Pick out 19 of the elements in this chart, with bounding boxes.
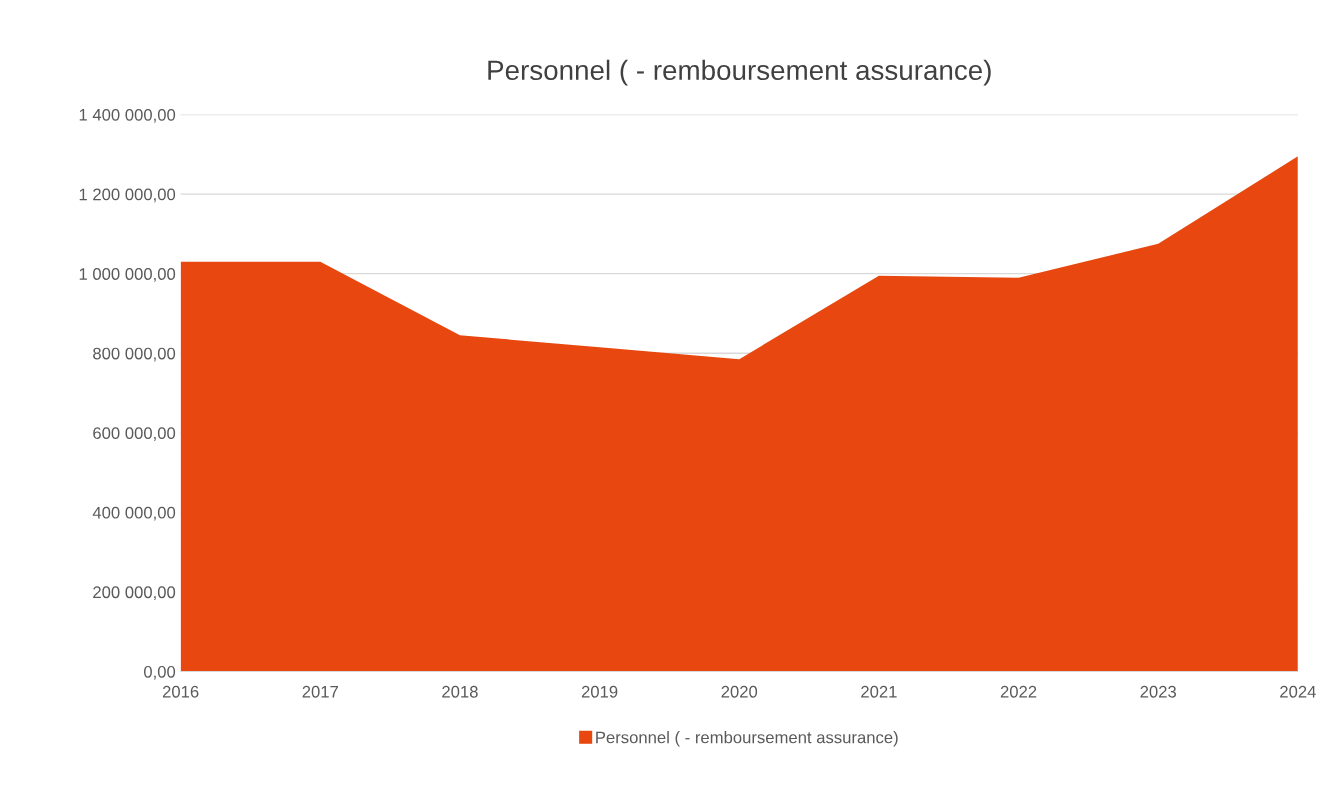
x-tick-label: 2021: [861, 685, 897, 698]
chart-title: Personnel ( - remboursement assurance): [488, 59, 991, 86]
x-tick-label: 2023: [1140, 685, 1177, 698]
x-tick-label: 2018: [442, 685, 478, 698]
x-tick-label: 2019: [581, 685, 618, 698]
y-tick-label: 0,00: [143, 665, 176, 680]
x-tick-label: 2017: [302, 685, 338, 698]
x-tick-label: 2020: [721, 685, 758, 698]
y-tick-label: 600 000,00: [93, 427, 176, 441]
x-tick-label: 2016: [162, 685, 199, 698]
y-tick-label: 200 000,00: [93, 586, 176, 601]
y-tick-label: 400 000,00: [92, 506, 176, 521]
x-tick-label: 2022: [1000, 685, 1037, 698]
y-tick-label: 1 200 000,00: [79, 188, 176, 203]
y-tick-label: 1 400 000,00: [79, 108, 176, 123]
legend-label: Personnel ( - remboursement assurance): [596, 731, 898, 747]
x-tick-label: 2024: [1280, 685, 1316, 698]
y-tick-label: 800 000,00: [93, 347, 176, 362]
y-tick-label: 1 000 000,00: [79, 268, 176, 282]
